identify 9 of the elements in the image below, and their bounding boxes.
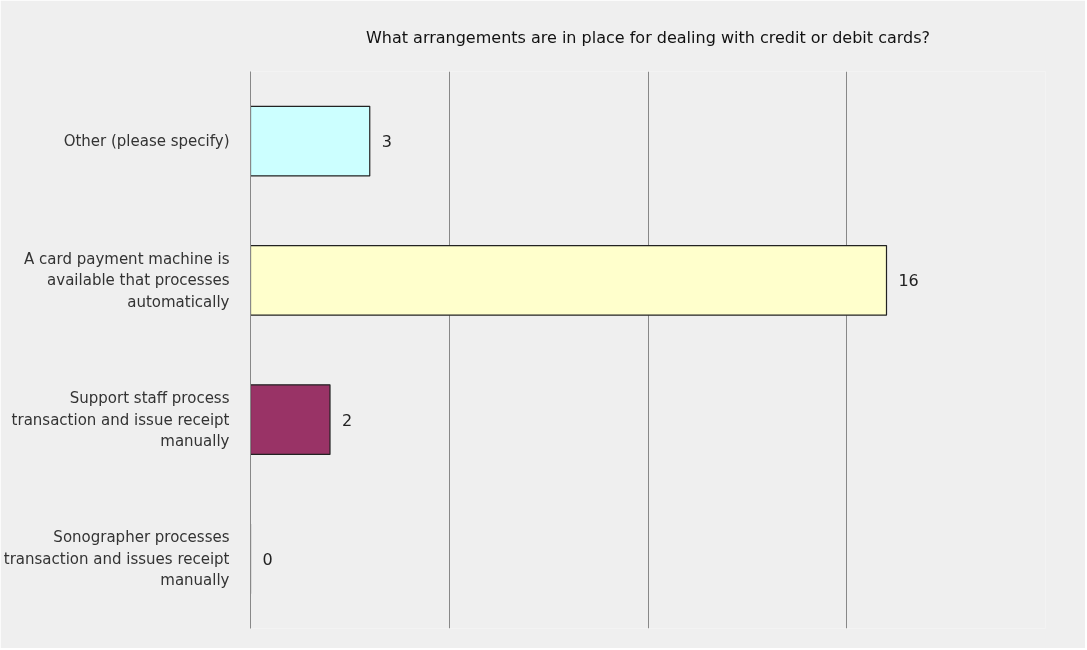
y-tick-label: Support staff process transaction and issue receipt manually [11,389,230,451]
data-label: 3 [381,132,392,152]
data-label: 16 [898,271,919,291]
y-tick-label: Sonographer processes transaction and issues receipt manually [3,528,230,590]
chart-title: What arrangements are in place for dealing with credit or debit cards? [365,27,931,47]
data-label: 0 [262,549,273,569]
data-label: 2 [341,410,353,430]
y-tick-label: Other (please specify) [63,132,230,151]
y-tick-label: A card payment machine is available that processes automatically [24,249,230,311]
